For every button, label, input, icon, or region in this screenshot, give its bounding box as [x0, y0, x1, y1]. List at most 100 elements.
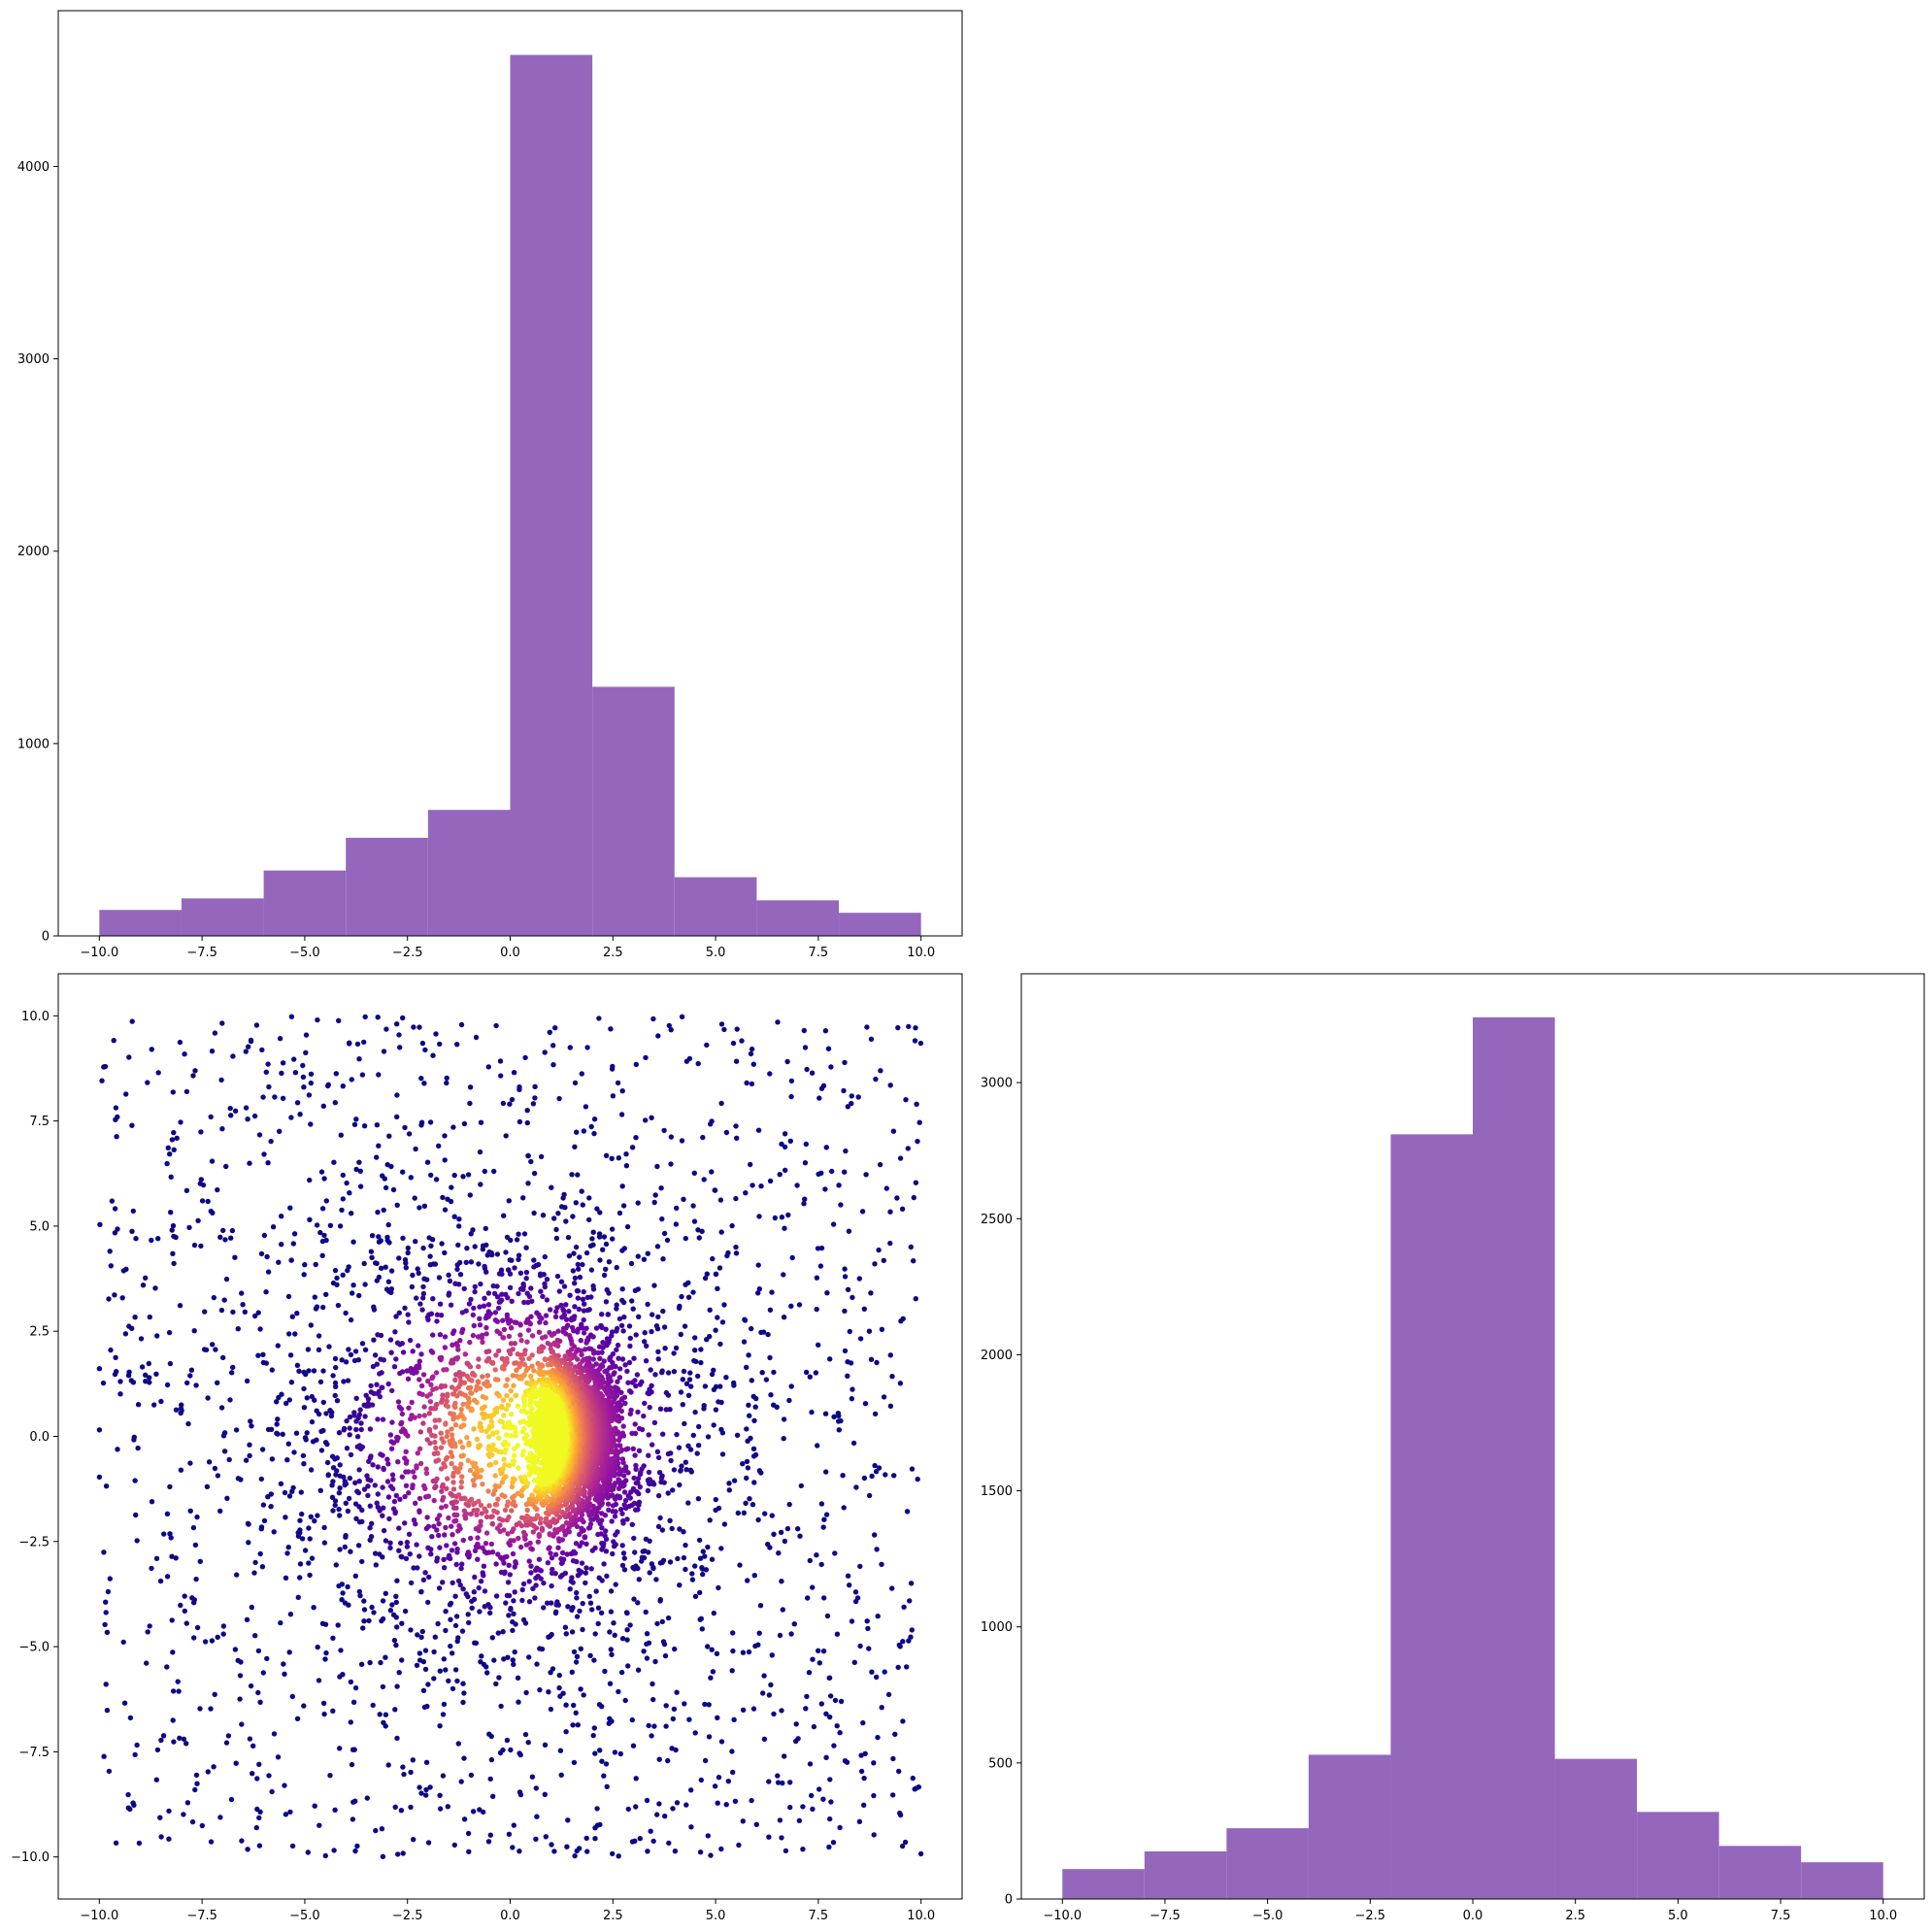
scatter-xy-point [480, 1482, 485, 1487]
scatter-xy-point [708, 1675, 714, 1681]
scatter-xy-point [647, 1404, 652, 1411]
scatter-xy-point [264, 1655, 270, 1662]
scatter-xy-point [832, 1550, 838, 1556]
scatter-xy-point [823, 1469, 829, 1475]
scatter-xy-point [427, 1391, 433, 1397]
scatter-xy-point [531, 1210, 537, 1216]
scatter-xy-point [425, 1316, 431, 1323]
scatter-xy-point [674, 1689, 680, 1695]
scatter-xy-point [620, 1299, 627, 1306]
scatter-xy-point [655, 1492, 662, 1499]
scatter-xy-point [563, 1631, 569, 1637]
scatter-xy-point [608, 1026, 614, 1032]
scatter-xy-point [457, 1582, 463, 1588]
scatter-xy-point [290, 1241, 296, 1247]
scatter-xy-point [540, 1213, 547, 1218]
scatter-xy-point [372, 1550, 379, 1556]
scatter-xy-point [550, 1666, 556, 1672]
scatter-xy-point [636, 1448, 643, 1454]
scatter-xy-point [823, 1145, 829, 1150]
scatter-xy-point [786, 1501, 792, 1508]
scatter-xy-point [331, 1159, 337, 1165]
scatter-xy-point [493, 1352, 499, 1358]
scatter-xy-point [114, 1369, 119, 1375]
scatter-xy-point [845, 1373, 850, 1380]
scatter-xy-point [476, 1364, 482, 1370]
scatter-xy-point [721, 1026, 727, 1033]
scatter-xy-point [565, 1507, 571, 1513]
scatter-xy-point [498, 1073, 504, 1079]
scatter-xy-point [438, 1356, 444, 1363]
scatter-xy-point [463, 1259, 469, 1266]
scatter-xy-point [913, 1025, 918, 1031]
scatter-xy-point [602, 1368, 608, 1375]
scatter-xy-point [222, 1237, 228, 1243]
scatter-xy-point [436, 1143, 442, 1149]
scatter-xy-point [487, 1610, 493, 1616]
scatter-xy-point [618, 1322, 625, 1329]
scatter-xy-point [601, 1773, 607, 1779]
scatter-xy-point [612, 1514, 618, 1519]
scatter-xy-point [178, 1119, 183, 1125]
scatter-xy-point [125, 1373, 132, 1379]
scatter-xy-point [135, 1445, 141, 1451]
scatter-xy-point [450, 1492, 455, 1498]
scatter-xy-point [611, 1539, 616, 1545]
scatter-xy-point [595, 1605, 602, 1611]
scatter-xy-point [480, 1247, 486, 1252]
scatter-xy-point [432, 1424, 439, 1430]
scatter-xy-point [741, 1510, 747, 1516]
scatter-xy-point [533, 1785, 539, 1791]
scatter-xy-point [501, 1366, 507, 1372]
scatter-xy-point [424, 1515, 430, 1520]
scatter-xy-point [247, 1160, 252, 1166]
scatter-xy-point [564, 1551, 570, 1557]
scatter-xy-point [360, 1625, 366, 1631]
scatter-xy-point [787, 1780, 793, 1785]
scatter-xy-point [583, 1104, 589, 1110]
scatter-xy-point [221, 1297, 227, 1303]
scatter-xy-point [656, 1470, 663, 1476]
scatter-xy-point [247, 1442, 252, 1448]
scatter-xy-point [459, 1474, 465, 1480]
scatter-xy-point [600, 1247, 606, 1252]
scatter-xy-point [584, 1294, 590, 1301]
scatter-xy-point [586, 1346, 592, 1351]
scatter-xy-point [212, 1030, 218, 1036]
scatter-xy-point [494, 1318, 500, 1324]
scatter-xy-point [480, 1339, 485, 1346]
scatter-xy-point [591, 1725, 597, 1731]
scatter-xy-point [349, 1761, 355, 1768]
scatter-xy-point [735, 1510, 741, 1516]
scatter-xy-point [869, 1473, 875, 1480]
scatter-xy-point [357, 1407, 363, 1413]
scatter-xy-point [394, 1578, 400, 1583]
scatter-xy-point [113, 1116, 118, 1123]
scatter-xy-point [265, 1269, 272, 1275]
scatter-xy-point [793, 1721, 799, 1727]
scatter-xy-point [489, 1635, 495, 1641]
scatter-xy-point [847, 1582, 852, 1588]
scatter-xy-point [286, 1397, 292, 1403]
scatter-xy-point [607, 1681, 614, 1686]
scatter-xy-point [749, 1378, 754, 1383]
scatter-xy-point [405, 1249, 411, 1256]
scatter-xy-point [429, 1534, 435, 1540]
scatter-xy-point [415, 1266, 420, 1272]
scatter-xy-point [559, 1549, 566, 1556]
scatter-xy-point [682, 1701, 687, 1707]
scatter-xy-point [732, 1798, 739, 1805]
scatter-xy-point [820, 1796, 826, 1802]
scatter-xy-point [678, 1468, 683, 1474]
scatter-xy-point [641, 1649, 647, 1654]
scatter-xy-point [607, 1356, 613, 1363]
scatter-xy-point [627, 1343, 633, 1349]
scatter-xy-point [503, 1600, 509, 1606]
scatter-xy-point [520, 1529, 527, 1536]
scatter-xy-point [458, 1461, 464, 1467]
scatter-xy-point [455, 1242, 461, 1249]
scatter-xy-point [827, 1714, 833, 1720]
scatter-xy-point [485, 1064, 491, 1070]
scatter-xy-point [574, 1129, 580, 1135]
scatter-xy-point [635, 1409, 641, 1416]
